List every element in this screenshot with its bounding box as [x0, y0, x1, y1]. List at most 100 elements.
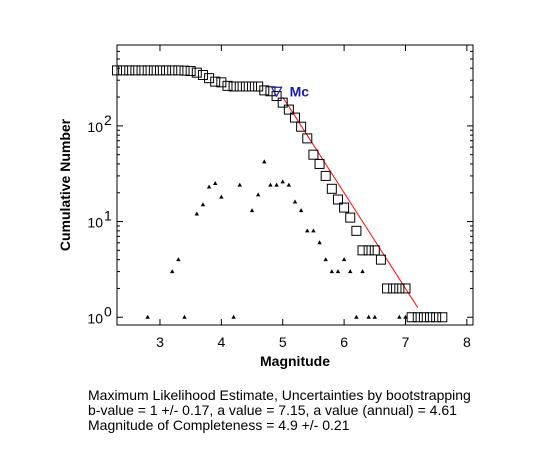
x-tick-label: 6: [340, 334, 348, 350]
cumulative-point: [308, 149, 319, 160]
non-cumulative-point: [329, 269, 335, 274]
non-cumulative-point: [286, 182, 292, 187]
cumulative-point: [197, 70, 208, 81]
cumulative-point: [118, 65, 129, 76]
non-cumulative-point: [255, 192, 261, 197]
non-cumulative-point: [274, 182, 279, 187]
non-cumulative-point: [182, 314, 187, 319]
cumulative-point: [283, 104, 294, 115]
y-axis-label: Cumulative Number: [57, 118, 73, 251]
cumulative-point: [369, 245, 380, 256]
x-tick-label: 8: [463, 334, 471, 350]
cumulative-point: [259, 85, 270, 96]
cumulative-point: [179, 65, 190, 76]
cumulative-point: [240, 81, 251, 92]
cumulative-point: [357, 245, 368, 256]
y-tick-label-exponent: 0: [104, 303, 112, 319]
y-tick-label: 10: [87, 215, 103, 231]
x-axis-label: Magnitude: [260, 353, 330, 369]
non-cumulative-point: [206, 184, 212, 189]
cumulative-point: [314, 158, 325, 169]
non-cumulative-point: [292, 199, 298, 204]
non-cumulative-point: [219, 194, 224, 199]
mc-triangle-icon: [270, 86, 283, 98]
cumulative-point: [185, 66, 196, 77]
non-cumulative-point: [341, 257, 347, 262]
cumulative-point: [290, 112, 300, 123]
y-tick-label: 10: [87, 310, 103, 326]
cumulative-point: [271, 91, 282, 102]
non-cumulative-series: [145, 159, 408, 319]
cumulative-point: [277, 97, 288, 108]
plot-frame: [116, 44, 474, 326]
cumulative-point: [204, 73, 215, 84]
non-cumulative-point: [372, 314, 377, 319]
cumulative-point: [425, 312, 436, 323]
non-cumulative-point: [200, 202, 206, 207]
cumulative-point: [142, 65, 153, 76]
non-cumulative-point: [213, 180, 218, 185]
non-cumulative-point: [280, 179, 285, 184]
caption-line-3: Magnitude of Completeness = 4.9 +/- 0.21: [88, 417, 350, 433]
cumulative-point: [136, 65, 147, 76]
non-cumulative-point: [403, 314, 408, 319]
non-cumulative-point: [262, 159, 267, 164]
caption-line-1: Maximum Likelihood Estimate, Uncertainti…: [88, 387, 471, 403]
cumulative-point: [161, 65, 172, 76]
cumulative-point: [234, 81, 245, 92]
cumulative-point: [412, 312, 423, 323]
non-cumulative-point: [354, 314, 359, 319]
non-cumulative-point: [268, 182, 273, 187]
cumulative-point: [112, 65, 122, 76]
cumulative-point: [124, 65, 135, 76]
cumulative-point: [394, 283, 405, 294]
cumulative-point: [154, 65, 165, 76]
cumulative-point: [345, 212, 356, 223]
x-tick-label: 7: [402, 334, 410, 350]
cumulative-point: [247, 81, 258, 92]
cumulative-point: [400, 283, 411, 294]
cumulative-point: [253, 81, 264, 92]
cumulative-point: [216, 77, 227, 88]
cumulative-point: [339, 202, 350, 213]
non-cumulative-point: [231, 314, 236, 319]
non-cumulative-point: [237, 182, 242, 187]
non-cumulative-point: [360, 269, 365, 274]
x-tick-label: 5: [279, 334, 287, 350]
cumulative-point: [332, 194, 343, 205]
cumulative-point: [296, 121, 307, 132]
cumulative-point: [320, 170, 331, 181]
cumulative-point: [382, 283, 393, 294]
y-tick-label: 10: [87, 119, 103, 135]
cumulative-point: [351, 225, 362, 236]
gutenberg-richter-fit-line: [282, 96, 419, 308]
cumulative-point: [228, 81, 239, 92]
x-tick-label: 4: [217, 334, 225, 350]
cumulative-point: [302, 133, 313, 144]
non-cumulative-point: [335, 269, 341, 274]
mc-marker-group: Mc: [270, 83, 310, 99]
non-cumulative-point: [176, 257, 181, 262]
mc-label: Mc: [290, 83, 310, 99]
cumulative-point: [431, 312, 442, 323]
non-cumulative-point: [145, 314, 150, 319]
cumulative-point: [191, 67, 202, 78]
cumulative-point: [173, 65, 184, 76]
non-cumulative-point: [298, 208, 304, 213]
non-cumulative-point: [194, 211, 199, 216]
non-cumulative-point: [311, 228, 316, 233]
non-cumulative-point: [366, 314, 371, 319]
cumulative-point: [375, 254, 386, 265]
cumulative-point: [210, 76, 221, 87]
cumulative-point: [148, 65, 159, 76]
cumulative-point: [437, 312, 448, 323]
y-tick-label-exponent: 2: [104, 112, 112, 128]
caption: Maximum Likelihood Estimate, Uncertainti…: [88, 388, 471, 433]
cumulative-series: [112, 65, 448, 323]
non-cumulative-point: [249, 208, 255, 213]
fit-line-group: [282, 96, 419, 308]
cumulative-point: [406, 312, 417, 323]
non-cumulative-point: [348, 269, 353, 274]
cumulative-point: [388, 283, 399, 294]
